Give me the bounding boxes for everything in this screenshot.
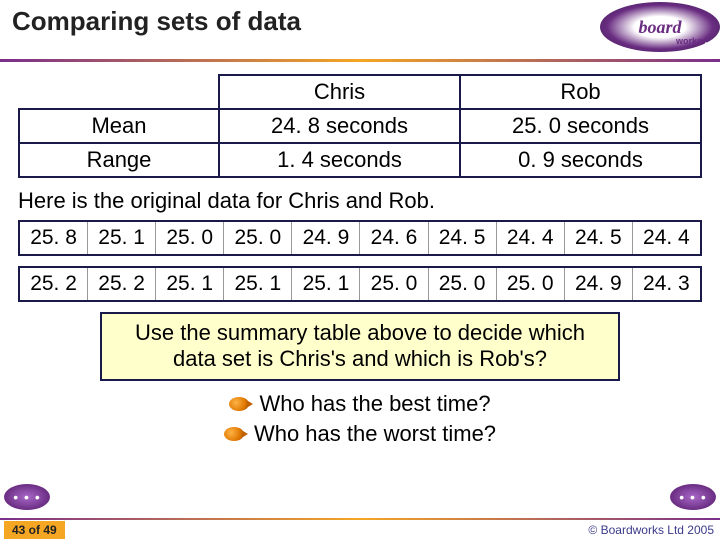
col-header-chris: Chris bbox=[219, 75, 460, 109]
data-cell: 24. 6 bbox=[360, 222, 428, 254]
content: Chris Rob Mean 24. 8 seconds 25. 0 secon… bbox=[0, 62, 720, 447]
question-text: Who has the best time? bbox=[259, 391, 490, 417]
footer: 43 of 49 © Boardworks Ltd 2005 bbox=[0, 518, 720, 540]
data-row-2: 25. 2 25. 2 25. 1 25. 1 25. 1 25. 0 25. … bbox=[18, 266, 702, 302]
data-cell: 25. 0 bbox=[497, 268, 565, 300]
row-label-mean: Mean bbox=[19, 109, 219, 143]
prompt-box: Use the summary table above to decide wh… bbox=[100, 312, 620, 381]
logo-dots-icon: ••• bbox=[704, 39, 712, 50]
data-cell: 24. 9 bbox=[565, 268, 633, 300]
data-cell: 25. 1 bbox=[156, 268, 224, 300]
question-2: Who has the worst time? bbox=[18, 421, 702, 447]
cell: 24. 8 seconds bbox=[219, 109, 460, 143]
data-cell: 24. 3 bbox=[633, 268, 700, 300]
data-cell: 24. 9 bbox=[292, 222, 360, 254]
bullet-icon bbox=[229, 397, 249, 411]
data-cell: 24. 5 bbox=[429, 222, 497, 254]
cell: 1. 4 seconds bbox=[219, 143, 460, 177]
table-row: Mean 24. 8 seconds 25. 0 seconds bbox=[19, 109, 701, 143]
table-corner bbox=[19, 75, 219, 109]
logo-sub: works bbox=[676, 36, 702, 46]
prompt-line1: Use the summary table above to decide wh… bbox=[135, 320, 585, 345]
data-cell: 25. 0 bbox=[429, 268, 497, 300]
page-indicator: 43 of 49 bbox=[4, 521, 65, 539]
data-cell: 25. 0 bbox=[360, 268, 428, 300]
cell: 25. 0 seconds bbox=[460, 109, 701, 143]
data-cell: 25. 1 bbox=[88, 222, 156, 254]
logo-main: board bbox=[638, 17, 681, 38]
data-cell: 25. 0 bbox=[224, 222, 292, 254]
data-cell: 25. 8 bbox=[20, 222, 88, 254]
cell: 0. 9 seconds bbox=[460, 143, 701, 177]
nav-next-icon: • • • bbox=[679, 489, 706, 505]
header: Comparing sets of data board works ••• bbox=[0, 0, 720, 62]
nav-next-button[interactable]: • • • bbox=[670, 484, 716, 510]
data-cell: 24. 4 bbox=[633, 222, 700, 254]
page-title: Comparing sets of data bbox=[12, 6, 301, 37]
data-cell: 24. 4 bbox=[497, 222, 565, 254]
data-cell: 25. 2 bbox=[20, 268, 88, 300]
data-row-1: 25. 8 25. 1 25. 0 25. 0 24. 9 24. 6 24. … bbox=[18, 220, 702, 256]
data-cell: 25. 2 bbox=[88, 268, 156, 300]
copyright: © Boardworks Ltd 2005 bbox=[588, 523, 714, 537]
table-row: Range 1. 4 seconds 0. 9 seconds bbox=[19, 143, 701, 177]
data-cell: 24. 5 bbox=[565, 222, 633, 254]
nav-prev-button[interactable]: • • • bbox=[4, 484, 50, 510]
question-1: Who has the best time? bbox=[18, 391, 702, 417]
row-label-range: Range bbox=[19, 143, 219, 177]
question-text: Who has the worst time? bbox=[254, 421, 496, 447]
logo: board works ••• bbox=[590, 0, 720, 54]
stats-table: Chris Rob Mean 24. 8 seconds 25. 0 secon… bbox=[18, 74, 702, 178]
bullet-icon bbox=[224, 427, 244, 441]
data-cell: 25. 1 bbox=[292, 268, 360, 300]
nav-prev-icon: • • • bbox=[13, 489, 40, 505]
prompt-line2: data set is Chris's and which is Rob's? bbox=[173, 346, 547, 371]
data-cell: 25. 1 bbox=[224, 268, 292, 300]
caption: Here is the original data for Chris and … bbox=[18, 188, 702, 214]
data-cell: 25. 0 bbox=[156, 222, 224, 254]
col-header-rob: Rob bbox=[460, 75, 701, 109]
